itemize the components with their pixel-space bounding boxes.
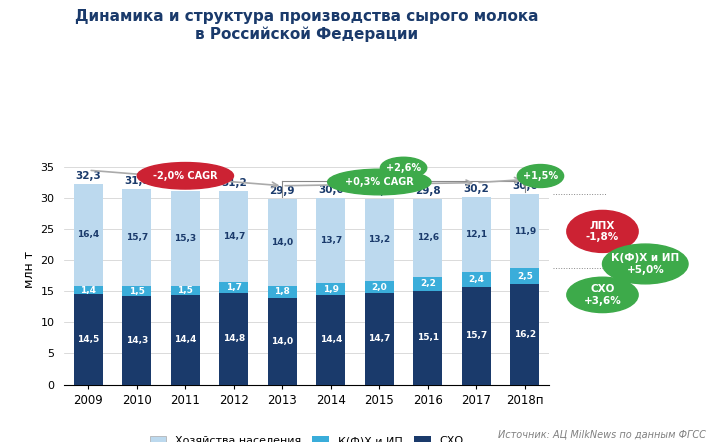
Bar — [365, 199, 394, 281]
Text: 14,0: 14,0 — [271, 238, 294, 248]
Text: 14,5: 14,5 — [77, 335, 100, 344]
Bar — [317, 295, 345, 385]
Bar — [74, 294, 103, 385]
Bar — [317, 198, 345, 283]
Text: 12,6: 12,6 — [416, 233, 439, 243]
Text: 29,8: 29,8 — [415, 187, 441, 196]
Bar — [123, 189, 151, 286]
Text: Динамика и структура производства сырого молока
в Российской Федерации: Динамика и структура производства сырого… — [75, 9, 538, 42]
Bar — [511, 268, 539, 284]
Bar — [462, 197, 491, 272]
Text: 13,2: 13,2 — [368, 235, 391, 244]
Bar — [123, 296, 151, 385]
Bar — [268, 199, 297, 286]
Bar — [171, 191, 200, 286]
Text: 12,1: 12,1 — [465, 230, 488, 239]
Bar — [414, 199, 442, 277]
Text: +2,6%: +2,6% — [386, 163, 421, 173]
Text: 2,2: 2,2 — [420, 279, 436, 289]
Bar — [317, 283, 345, 295]
Bar — [268, 297, 297, 385]
Text: 1,5: 1,5 — [129, 286, 145, 296]
Bar — [414, 277, 442, 291]
Text: 2,5: 2,5 — [517, 272, 533, 281]
Text: 14,7: 14,7 — [368, 335, 391, 343]
Bar — [268, 286, 297, 297]
Bar — [220, 282, 248, 293]
Text: 1,4: 1,4 — [81, 286, 96, 295]
Bar — [511, 194, 539, 268]
Text: 1,7: 1,7 — [226, 283, 242, 292]
Text: +0,3% CAGR: +0,3% CAGR — [345, 177, 414, 187]
Text: 2,4: 2,4 — [468, 275, 484, 284]
Text: 29,9: 29,9 — [366, 186, 392, 196]
Bar — [462, 287, 491, 385]
Text: 30,6: 30,6 — [512, 181, 538, 191]
Text: 32,3: 32,3 — [76, 171, 101, 181]
Text: 1,5: 1,5 — [178, 286, 193, 295]
Bar — [74, 184, 103, 286]
Bar — [220, 191, 248, 282]
Text: 14,0: 14,0 — [271, 336, 294, 346]
Text: 15,7: 15,7 — [125, 233, 148, 242]
Text: К(Ф)Х и ИП
+5,0%: К(Ф)Х и ИП +5,0% — [611, 253, 679, 275]
Text: 1,8: 1,8 — [275, 287, 290, 297]
Bar — [74, 286, 103, 294]
Text: Источник: АЦ MilkNews по данным ФГСС: Источник: АЦ MilkNews по данным ФГСС — [498, 430, 706, 440]
Text: 31,2: 31,2 — [221, 178, 247, 187]
Text: 14,8: 14,8 — [222, 334, 245, 343]
Text: 16,2: 16,2 — [513, 330, 536, 339]
Text: 15,1: 15,1 — [416, 333, 439, 342]
Text: ЛПХ
-1,8%: ЛПХ -1,8% — [586, 221, 619, 242]
Text: 31,2: 31,2 — [173, 178, 198, 187]
Text: СХО
+3,6%: СХО +3,6% — [584, 284, 621, 306]
Text: 15,7: 15,7 — [465, 331, 488, 340]
Bar — [414, 291, 442, 385]
Text: 14,4: 14,4 — [319, 335, 342, 344]
Legend: Хозяйства населения, К(Ф)Х и ИП, СХО: Хозяйства населения, К(Ф)Х и ИП, СХО — [145, 431, 468, 442]
Text: 15,3: 15,3 — [174, 234, 197, 243]
Text: 13,7: 13,7 — [319, 236, 342, 245]
Bar — [462, 272, 491, 287]
Bar — [365, 293, 394, 385]
Text: 30,0: 30,0 — [318, 185, 344, 195]
Text: 11,9: 11,9 — [513, 227, 536, 236]
Bar — [511, 284, 539, 385]
Text: 31,5: 31,5 — [124, 176, 150, 186]
Text: 2,0: 2,0 — [371, 282, 387, 292]
Text: 14,3: 14,3 — [125, 335, 148, 345]
Bar — [220, 293, 248, 385]
Bar — [171, 286, 200, 295]
Text: 29,9: 29,9 — [270, 186, 295, 196]
Text: -2,0% CAGR: -2,0% CAGR — [153, 171, 217, 181]
Text: 14,7: 14,7 — [222, 232, 245, 241]
Text: 14,4: 14,4 — [174, 335, 197, 344]
Bar — [123, 286, 151, 296]
Y-axis label: млн т: млн т — [23, 251, 36, 288]
Text: 30,2: 30,2 — [463, 184, 489, 194]
Text: +1,5%: +1,5% — [523, 171, 558, 181]
Text: 16,4: 16,4 — [77, 230, 100, 239]
Bar — [171, 295, 200, 385]
Bar — [365, 281, 394, 293]
Text: 1,9: 1,9 — [323, 285, 339, 293]
